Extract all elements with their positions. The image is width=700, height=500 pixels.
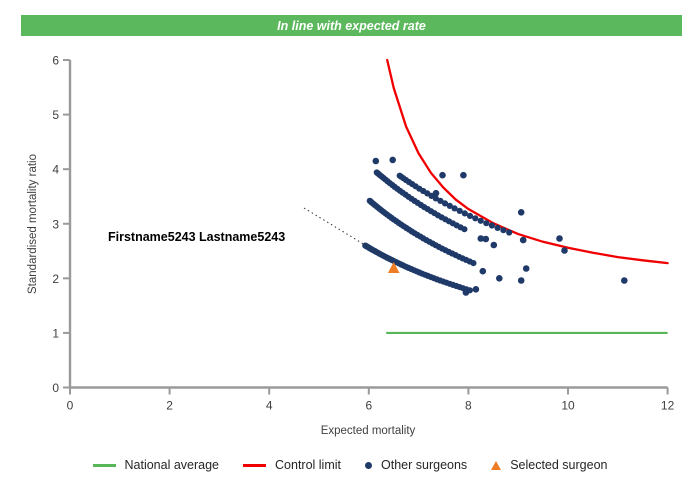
legend: National average Control limit Other sur… (0, 458, 700, 472)
control-limit-curve (386, 58, 669, 265)
x-tick-label: 8 (465, 399, 472, 413)
x-tick-label: 6 (365, 399, 372, 413)
x-tick-label: 12 (661, 399, 675, 413)
x-axis-title: Expected mortality (321, 425, 416, 437)
series (303, 58, 669, 335)
selected-surgeon-marker (387, 262, 400, 274)
legend-item-other-surgeons: Other surgeons (365, 458, 467, 472)
other-surgeons-dots (362, 156, 628, 296)
legend-item-control-limit: Control limit (243, 458, 341, 472)
legend-label: Control limit (275, 458, 342, 472)
x-tick-label: 2 (166, 399, 173, 413)
control-limit-line-icon (243, 463, 267, 467)
y-tick-label: 6 (52, 54, 59, 68)
y-tick-label: 3 (52, 217, 59, 231)
y-tick-label: 0 (52, 381, 59, 395)
y-tick-label: 1 (52, 326, 59, 340)
annotation-callout-line (303, 207, 391, 261)
x-tick-label: 4 (266, 399, 273, 413)
status-banner-text: In line with expected rate (277, 18, 426, 33)
y-tick-label: 5 (52, 108, 59, 122)
x-tick-label: 0 (67, 399, 74, 413)
status-banner: In line with expected rate (21, 15, 682, 36)
legend-item-national-average: National average (92, 458, 220, 472)
y-tick-label: 2 (52, 272, 59, 286)
selected-surgeon-label: Firstname5243 Lastname5243 (108, 230, 286, 244)
x-tick-label: 10 (561, 399, 575, 413)
legend-label: Selected surgeon (510, 458, 608, 472)
y-axis-title: Standardised mortality ratio (27, 154, 39, 294)
legend-item-selected-surgeon: Selected surgeon (491, 458, 607, 472)
legend-label: National average (124, 458, 220, 472)
legend-label: Other surgeons (381, 458, 468, 472)
y-tick-label: 4 (52, 163, 59, 177)
national-average-line-icon (92, 463, 116, 467)
other-surgeons-dot-icon (365, 461, 373, 469)
selected-surgeon-triangle-icon (491, 460, 502, 470)
